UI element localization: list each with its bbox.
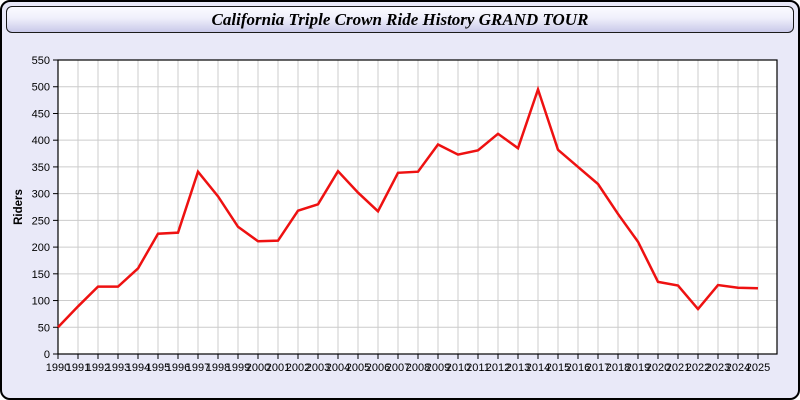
- y-tick-label: 350: [32, 162, 50, 174]
- x-tick-label: 1995: [146, 362, 170, 374]
- x-tick-label: 2003: [306, 362, 330, 374]
- x-tick-label: 1999: [226, 362, 250, 374]
- x-tick-label: 2022: [686, 362, 710, 374]
- x-tick-label: 2015: [546, 362, 570, 374]
- y-tick-label: 150: [32, 269, 50, 281]
- x-tick-label: 2016: [566, 362, 590, 374]
- x-tick-label: 2006: [366, 362, 390, 374]
- y-tick-label: 450: [32, 108, 50, 120]
- x-tick-label: 2017: [586, 362, 610, 374]
- x-tick-label: 2000: [246, 362, 270, 374]
- x-tick-label: 1998: [206, 362, 230, 374]
- x-tick-label: 2019: [626, 362, 650, 374]
- x-tick-label: 1994: [126, 362, 150, 374]
- x-tick-label: 1990: [46, 362, 70, 374]
- x-tick-label: 2014: [526, 362, 550, 374]
- y-tick-label: 250: [32, 215, 50, 227]
- x-tick-label: 2007: [386, 362, 410, 374]
- x-tick-label: 2020: [646, 362, 670, 374]
- y-tick-label: 200: [32, 242, 50, 254]
- x-tick-label: 1996: [166, 362, 190, 374]
- y-tick-label: 100: [32, 296, 50, 308]
- x-tick-label: 2008: [406, 362, 430, 374]
- x-tick-label: 1991: [66, 362, 90, 374]
- x-tick-label: 2012: [486, 362, 510, 374]
- y-tick-label: 300: [32, 189, 50, 201]
- y-tick-label: 500: [32, 82, 50, 94]
- x-tick-label: 2005: [346, 362, 370, 374]
- x-tick-label: 2018: [606, 362, 630, 374]
- x-tick-label: 2010: [446, 362, 470, 374]
- page-title: California Triple Crown Ride History GRA…: [6, 6, 794, 33]
- x-tick-label: 2002: [286, 362, 310, 374]
- x-tick-label: 1993: [106, 362, 130, 374]
- riders-line-series: [57, 85, 759, 329]
- x-tick-label: 1992: [86, 362, 110, 374]
- x-tick-label: 2001: [266, 362, 290, 374]
- y-tick-label: 0: [44, 349, 50, 361]
- x-tick-label: 2023: [706, 362, 730, 374]
- x-tick-label: 2009: [426, 362, 450, 374]
- y-tick-label: 550: [32, 55, 50, 67]
- x-tick-label: 1997: [186, 362, 210, 374]
- x-tick-label: 2011: [466, 362, 490, 374]
- x-tick-label: 2025: [746, 362, 770, 374]
- y-tick-label: 400: [32, 135, 50, 147]
- y-tick-label: 50: [38, 322, 50, 334]
- y-axis-title: Riders: [13, 189, 25, 225]
- x-tick-label: 2024: [726, 362, 750, 374]
- x-tick-label: 2021: [666, 362, 690, 374]
- x-tick-label: 2013: [506, 362, 530, 374]
- x-tick-label: 2004: [326, 362, 350, 374]
